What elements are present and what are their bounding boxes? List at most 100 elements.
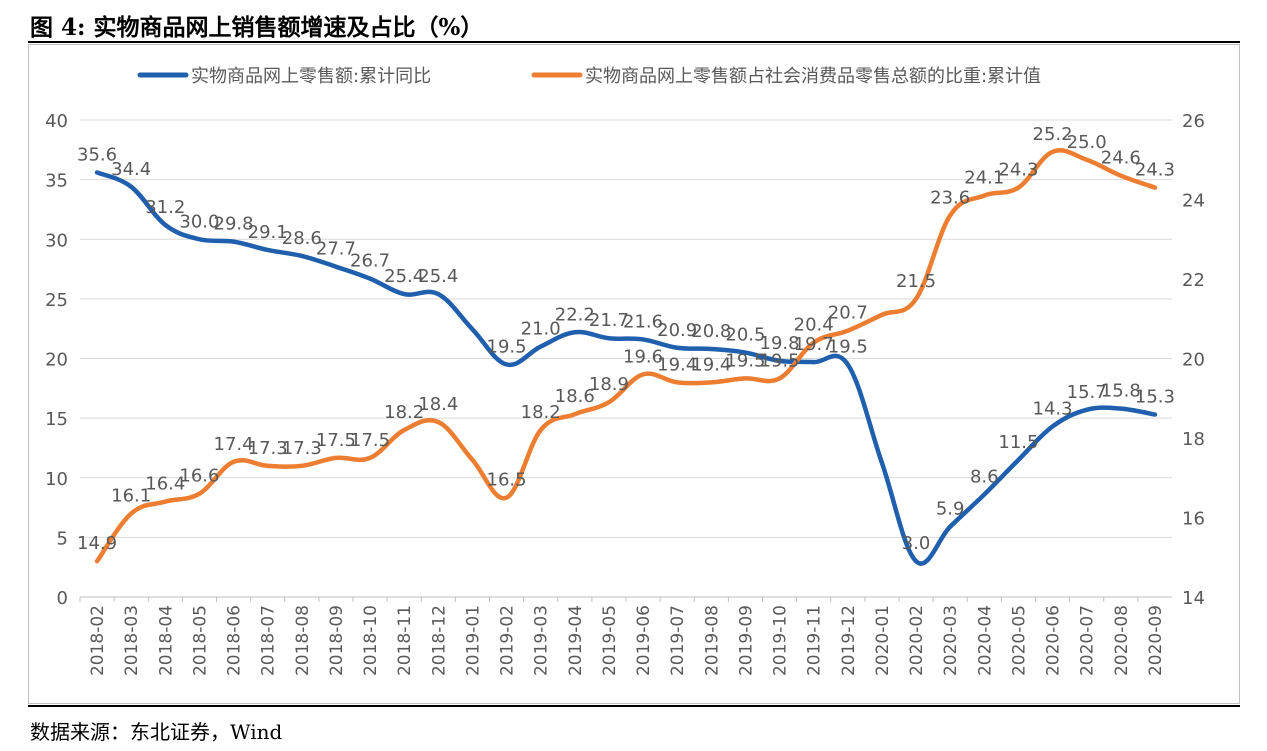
x-axis-ticks: 2018-02 2018-03 2018-04 2018-05 2018-06 2018-… bbox=[79, 597, 1166, 676]
x-tick-label: 2018-07 bbox=[259, 605, 279, 676]
series-1-data-label: 22.2 bbox=[555, 304, 595, 325]
series-2-data-label: 19.4 bbox=[691, 354, 731, 375]
x-tick-label: 2020-03 bbox=[941, 605, 961, 676]
x-tick-label: 2019-07 bbox=[668, 605, 688, 676]
figure-title: 图 4: 实物商品网上销售额增速及占比（%） bbox=[30, 14, 484, 41]
x-tick-label: 2019-03 bbox=[532, 605, 552, 676]
series-1-data-label: 30.0 bbox=[179, 211, 219, 232]
x-tick-label: 2018-05 bbox=[190, 605, 210, 676]
series-2-data-label: 18.2 bbox=[384, 402, 424, 423]
series-2-data-label: 18.9 bbox=[589, 374, 629, 395]
series-1-data-label: 29.8 bbox=[214, 214, 254, 235]
series-2-data-label: 20.4 bbox=[794, 315, 834, 336]
series-1-data-label: 25.4 bbox=[384, 266, 424, 287]
x-tick-label: 2018-04 bbox=[156, 605, 176, 676]
right-tick-label: 14 bbox=[1182, 588, 1205, 609]
x-tick-label: 2020-04 bbox=[975, 605, 995, 676]
source-note: 数据来源：东北证券，Wind bbox=[30, 720, 283, 744]
x-tick-label: 2020-05 bbox=[1009, 605, 1029, 676]
series-2-data-label: 24.3 bbox=[1135, 160, 1175, 181]
source-rule bbox=[28, 705, 1240, 707]
right-tick-label: 24 bbox=[1182, 191, 1205, 212]
series-2-data-label: 18.6 bbox=[555, 386, 595, 407]
legend: 实物商品网上零售额:累计同比 实物商品网上零售额占社会消费品零售总额的比重:累计… bbox=[137, 66, 1041, 87]
legend-label-series-2: 实物商品网上零售额占社会消费品零售总额的比重:累计值 bbox=[585, 66, 1041, 87]
series-2-data-label: 19.5 bbox=[725, 350, 765, 371]
series-1-data-label: 19.8 bbox=[760, 333, 800, 354]
series-1-data-label: 11.5 bbox=[998, 432, 1038, 453]
series-2-data-label: 18.4 bbox=[418, 394, 458, 415]
x-tick-label: 2019-12 bbox=[839, 605, 859, 676]
series-1-data-label: 14.3 bbox=[1033, 398, 1073, 419]
x-tick-label: 2020-07 bbox=[1078, 605, 1098, 676]
series-2-data-label: 17.4 bbox=[214, 434, 254, 455]
series-2-data-label: 17.5 bbox=[350, 430, 390, 451]
series-1-data-label: 19.5 bbox=[828, 336, 868, 357]
series-1-data-label: 27.7 bbox=[316, 239, 356, 260]
series-2-line bbox=[94, 148, 1158, 564]
series-1-data-label: 15.3 bbox=[1135, 387, 1175, 408]
chart-frame bbox=[28, 44, 1240, 704]
series-1-data-label: 3.0 bbox=[902, 533, 931, 554]
series-1-data-label: 29.1 bbox=[248, 222, 288, 243]
left-tick-label: 10 bbox=[45, 469, 68, 490]
right-tick-label: 16 bbox=[1182, 509, 1205, 530]
series-2-data-label: 21.5 bbox=[896, 271, 936, 292]
title-top-rule bbox=[28, 41, 1240, 43]
x-tick-label: 2020-02 bbox=[907, 605, 927, 676]
series-2-data-label: 24.6 bbox=[1101, 148, 1141, 169]
series-2-data-label: 19.4 bbox=[657, 354, 697, 375]
series-2-data-label: 25.0 bbox=[1067, 132, 1107, 153]
series-1-data-label: 26.7 bbox=[350, 251, 390, 272]
left-tick-label: 35 bbox=[45, 171, 68, 192]
x-tick-label: 2019-11 bbox=[805, 605, 825, 676]
x-tick-label: 2020-08 bbox=[1112, 605, 1132, 676]
series-1-data-label: 35.6 bbox=[77, 144, 117, 165]
left-tick-label: 5 bbox=[57, 528, 68, 549]
series-2-data-label: 16.6 bbox=[179, 466, 219, 487]
x-tick-label: 2018-09 bbox=[327, 605, 347, 676]
series-1-data-label: 34.4 bbox=[111, 159, 151, 180]
series-1-data-label: 20.9 bbox=[657, 320, 697, 341]
series-1-data-label: 21.7 bbox=[589, 310, 629, 331]
x-tick-label: 2019-05 bbox=[600, 605, 620, 676]
x-tick-label: 2018-08 bbox=[293, 605, 313, 676]
series-2-data-label: 17.3 bbox=[282, 438, 322, 459]
series-1-data-label: 21.0 bbox=[521, 319, 561, 340]
series-2-data-label: 16.5 bbox=[487, 470, 527, 491]
series-2-data-label: 17.5 bbox=[316, 430, 356, 451]
x-tick-label: 2018-02 bbox=[88, 605, 108, 676]
x-tick-label: 2019-02 bbox=[498, 605, 518, 676]
x-tick-label: 2020-06 bbox=[1044, 605, 1064, 676]
series-2-data-label: 18.2 bbox=[521, 402, 561, 423]
series-1-data-label: 19.5 bbox=[487, 336, 527, 357]
series-2-data-label: 24.3 bbox=[998, 160, 1038, 181]
x-tick-label: 2018-06 bbox=[225, 605, 245, 676]
x-tick-label: 2019-08 bbox=[702, 605, 722, 676]
right-tick-label: 22 bbox=[1182, 270, 1205, 291]
x-tick-label: 2019-04 bbox=[566, 605, 586, 676]
series-1-data-label: 28.6 bbox=[282, 228, 322, 249]
left-tick-label: 15 bbox=[45, 409, 68, 430]
legend-label-series-1: 实物商品网上零售额:累计同比 bbox=[191, 66, 431, 87]
series-1-line bbox=[94, 170, 1158, 566]
right-tick-label: 18 bbox=[1182, 429, 1205, 450]
right-tick-label: 26 bbox=[1182, 111, 1205, 132]
left-axis-ticks: 0 5 10 15 20 25 30 35 40 bbox=[45, 111, 68, 609]
series-2-data-label: 23.6 bbox=[930, 187, 970, 208]
series-1-data-label: 20.5 bbox=[725, 325, 765, 346]
right-axis-ticks: 14 16 18 20 22 24 26 bbox=[1182, 111, 1205, 609]
x-tick-label: 2019-06 bbox=[634, 605, 654, 676]
series-1-data-label: 8.6 bbox=[970, 466, 999, 487]
x-tick-label: 2020-09 bbox=[1146, 605, 1166, 676]
series-lines bbox=[94, 148, 1158, 566]
x-tick-label: 2018-12 bbox=[429, 605, 449, 676]
series-2-data-label: 20.7 bbox=[828, 303, 868, 324]
x-tick-label: 2020-01 bbox=[873, 605, 893, 676]
left-tick-label: 40 bbox=[45, 111, 68, 132]
x-tick-label: 2018-10 bbox=[361, 605, 381, 676]
left-tick-label: 30 bbox=[45, 230, 68, 251]
series-2-data-label: 16.1 bbox=[111, 486, 151, 507]
x-tick-label: 2019-01 bbox=[463, 605, 483, 676]
